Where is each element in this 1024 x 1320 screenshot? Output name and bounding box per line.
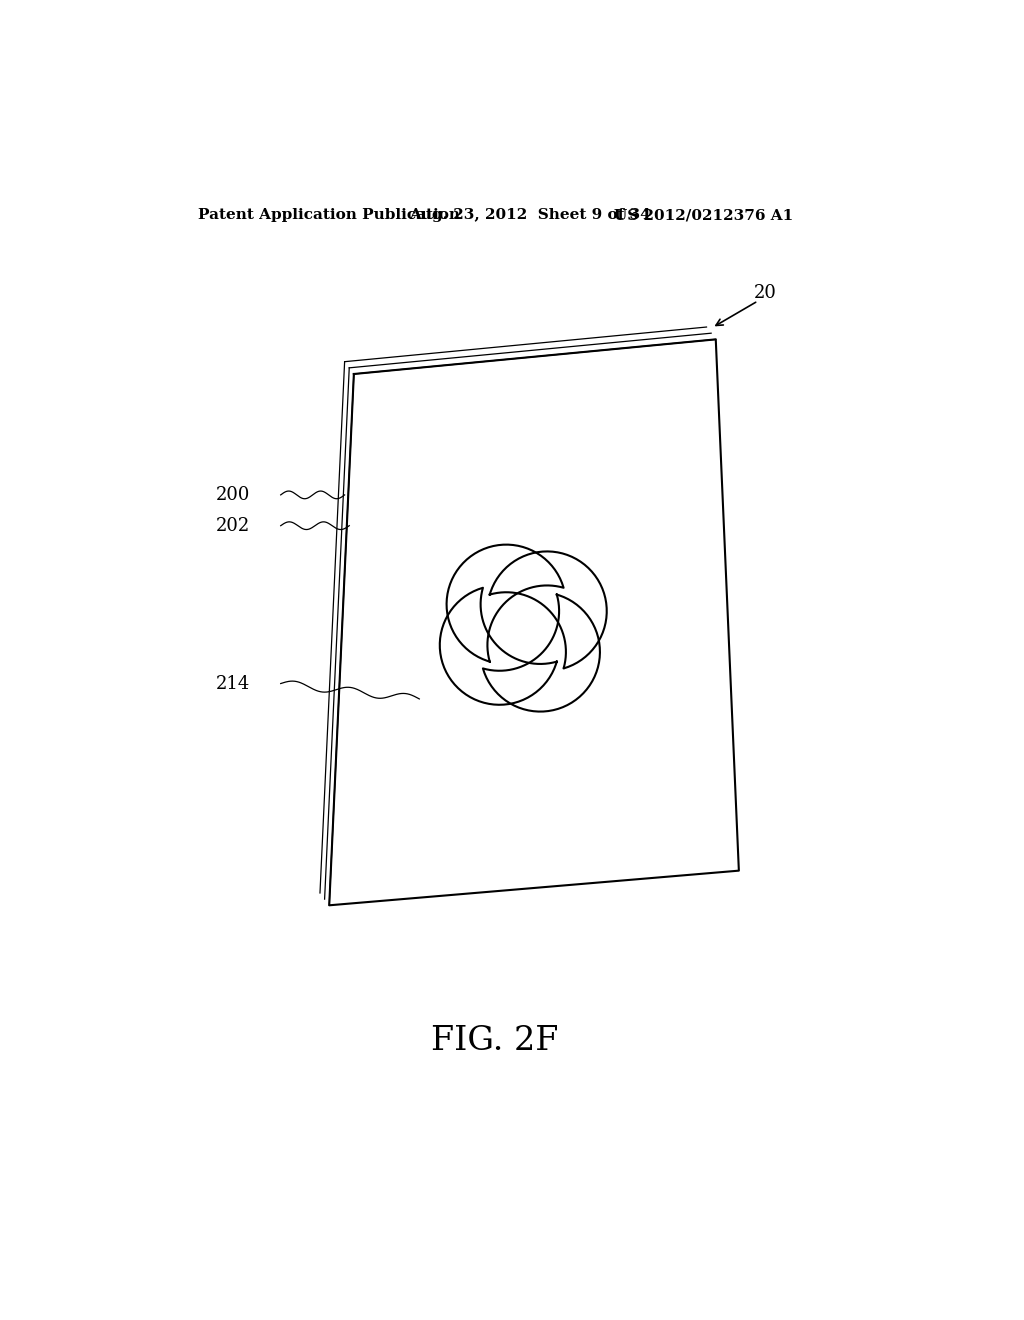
Text: US 2012/0212376 A1: US 2012/0212376 A1 xyxy=(614,209,794,223)
Text: 202: 202 xyxy=(216,516,250,535)
Text: Patent Application Publication: Patent Application Publication xyxy=(199,209,461,223)
Text: 200: 200 xyxy=(215,486,250,504)
Polygon shape xyxy=(330,339,739,906)
Text: FIG. 2F: FIG. 2F xyxy=(431,1024,558,1056)
Text: Aug. 23, 2012  Sheet 9 of 34: Aug. 23, 2012 Sheet 9 of 34 xyxy=(410,209,651,223)
Text: 20: 20 xyxy=(755,284,777,302)
Text: 214: 214 xyxy=(216,675,250,693)
